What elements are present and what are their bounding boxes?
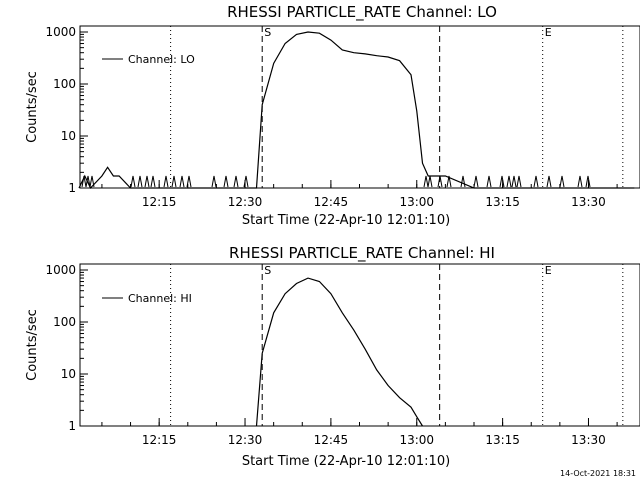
x-tick-label: 12:30 xyxy=(228,195,263,209)
event-marker-label: E xyxy=(545,264,552,277)
x-tick-label: 13:30 xyxy=(571,195,606,209)
x-tick-label: 12:30 xyxy=(228,433,263,447)
noise-spike xyxy=(150,175,156,188)
y-tick-label: 10 xyxy=(61,367,76,381)
y-axis: 1 10 100 1000 xyxy=(45,263,88,433)
event-marker-label: S xyxy=(264,264,271,277)
x-tick-label: 13:00 xyxy=(399,433,434,447)
noise-spike xyxy=(486,175,492,188)
series-group xyxy=(78,31,635,190)
x-tick-label: 12:15 xyxy=(142,195,177,209)
y-tick-label: 100 xyxy=(53,77,76,91)
y-tick-label: 100 xyxy=(53,315,76,329)
series-group xyxy=(255,277,424,427)
noise-spike xyxy=(179,175,185,188)
noise-spike xyxy=(511,175,517,188)
y-tick-label: 1000 xyxy=(45,25,76,39)
noise-spike xyxy=(233,175,239,188)
noise-spike xyxy=(499,175,505,188)
noise-spike xyxy=(516,175,522,188)
legend-label: Channel: LO xyxy=(128,53,195,66)
panel-hi: RHESSI PARTICLE_RATE Channel: HI 1101001… xyxy=(25,244,640,469)
event-marker-label: S xyxy=(264,26,271,39)
noise-spike xyxy=(423,175,429,188)
y-tick-label: 1 xyxy=(68,181,76,195)
noise-spike xyxy=(163,175,169,188)
y-tick-label: 10 xyxy=(61,129,76,143)
noise-spike xyxy=(144,175,150,188)
x-tick-label: 12:45 xyxy=(314,195,349,209)
series-line xyxy=(78,31,635,190)
noise-spike xyxy=(460,175,466,188)
noise-spike xyxy=(533,175,539,188)
noise-spike xyxy=(506,175,512,188)
y-tick-label: 1 xyxy=(68,419,76,433)
y-axis: 1 10 100 1000 xyxy=(45,25,88,195)
noise-spike xyxy=(546,175,552,188)
plot-frame xyxy=(79,263,640,427)
noise-spike xyxy=(81,175,87,188)
generation-timestamp: 14-Oct-2021 18:31 xyxy=(560,469,636,478)
noise-spike xyxy=(186,175,192,188)
x-tick-label: 13:30 xyxy=(571,433,606,447)
x-tick-label: 13:15 xyxy=(485,195,520,209)
noise-spike xyxy=(85,175,91,188)
chart-title: RHESSI PARTICLE_RATE Channel: LO xyxy=(227,3,497,22)
legend-label: Channel: HI xyxy=(128,292,192,305)
x-tick-label: 12:45 xyxy=(314,433,349,447)
panel-lo: RHESSI PARTICLE_RATE Channel: LO 1101001… xyxy=(25,3,640,228)
x-tick-label: 13:00 xyxy=(399,195,434,209)
y-tick-label: 1000 xyxy=(45,263,76,277)
event-marker-label: E xyxy=(545,26,552,39)
noise-spike xyxy=(559,175,565,188)
noise-spike xyxy=(223,175,229,188)
x-axis-label: Start Time (22-Apr-10 12:01:10) xyxy=(242,213,450,228)
noise-spike xyxy=(137,175,143,188)
noise-spike xyxy=(577,175,583,188)
noise-spike xyxy=(473,175,479,188)
y-axis-label: Counts/sec xyxy=(25,71,40,143)
noise-spike xyxy=(89,175,95,188)
x-axis-label: Start Time (22-Apr-10 12:01:10) xyxy=(242,454,450,469)
plot-frame xyxy=(79,25,640,189)
y-axis-label: Counts/sec xyxy=(25,309,40,381)
noise-spike xyxy=(585,175,591,188)
x-axis: 12:15 12:30 12:45 13:00 13:15 13:30 xyxy=(101,418,618,447)
x-tick-label: 13:15 xyxy=(485,433,520,447)
noise-spike xyxy=(427,175,433,188)
series-line xyxy=(255,277,424,427)
noise-spike xyxy=(446,175,452,188)
noise-spike xyxy=(211,175,217,188)
x-tick-label: 12:15 xyxy=(142,433,177,447)
noise-spike xyxy=(130,175,136,188)
noise-spike xyxy=(437,175,443,188)
noise-spike xyxy=(243,175,249,188)
chart-title: RHESSI PARTICLE_RATE Channel: HI xyxy=(229,244,495,263)
noise-spike xyxy=(171,175,177,188)
x-axis: 12:15 12:30 12:45 13:00 13:15 13:30 xyxy=(101,180,618,209)
